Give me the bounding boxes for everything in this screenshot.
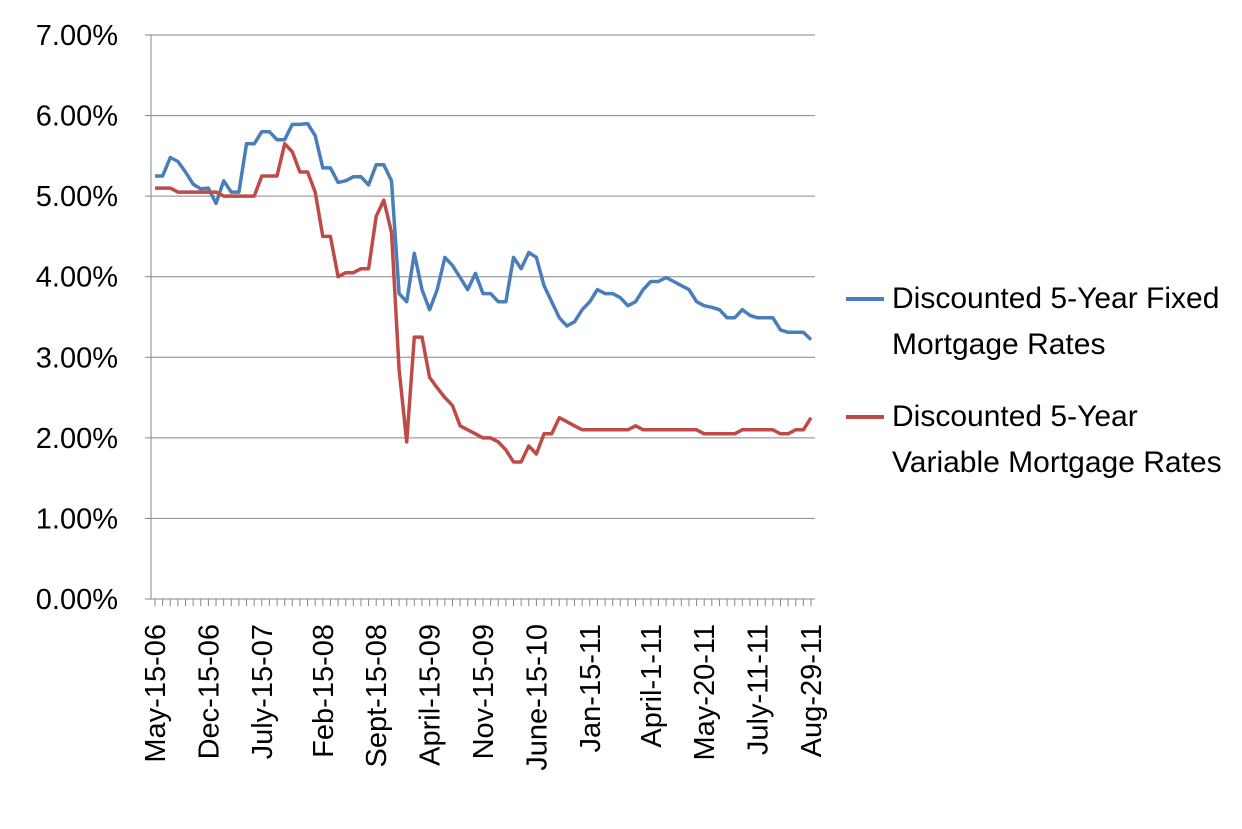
x-axis-tick-labels: May-15-06 Dec-15-06 July-15-07 Feb-15-08 Sep… <box>140 624 828 771</box>
x-tick-label: Feb-15-08 <box>308 624 340 758</box>
y-tick-label: 5.00% <box>36 181 118 213</box>
series-lines <box>155 121 813 464</box>
x-tick-label: May-20-11 <box>689 624 721 760</box>
y-tick-label: 4.00% <box>36 262 118 294</box>
y-axis-tick-labels: 0.00% 1.00% 2.00% 3.00% 4.00% 5.00% 6.00% 7.00% <box>36 20 118 616</box>
x-tick-label: Sept-15-08 <box>361 624 393 768</box>
x-tick-label: Jan-15-11 <box>575 624 607 752</box>
y-tick-label: 3.00% <box>36 342 118 374</box>
series-line-variable <box>155 142 813 464</box>
y-tick-label: 1.00% <box>36 503 118 535</box>
y-tick-label: 0.00% <box>36 584 118 616</box>
legend-label-variable: Discounted 5-Year Variable Mortgage Rate… <box>892 400 1222 479</box>
x-tick-label: April-15-09 <box>415 624 447 766</box>
x-tick-label: July-11-11 <box>743 624 775 755</box>
x-tick-label: April-1-11 <box>636 624 668 748</box>
x-tick-label: July-15-07 <box>247 624 279 759</box>
x-tick-label: Nov-15-09 <box>468 624 500 759</box>
legend-item-variable: Discounted 5-Year Variable Mortgage Rate… <box>846 394 1236 486</box>
x-tick-label: Dec-15-06 <box>193 624 225 759</box>
x-tick-label: Aug-29-11 <box>796 624 828 757</box>
x-tick-label: May-15-06 <box>140 624 172 763</box>
legend-item-fixed: Discounted 5-Year Fixed Mortgage Rates <box>846 276 1236 368</box>
x-axis <box>150 35 815 606</box>
y-tick-label: 6.00% <box>36 101 118 133</box>
y-tick-label: 7.00% <box>36 20 118 52</box>
legend: Discounted 5-Year Fixed Mortgage Rates D… <box>846 276 1236 512</box>
x-tick-label: June-15-10 <box>521 624 553 771</box>
legend-swatch-variable <box>846 415 884 419</box>
legend-label-fixed: Discounted 5-Year Fixed Mortgage Rates <box>892 282 1220 361</box>
legend-swatch-fixed <box>846 297 884 301</box>
series-line-fixed <box>155 121 813 341</box>
y-tick-label: 2.00% <box>36 423 118 455</box>
gridlines <box>145 34 815 600</box>
